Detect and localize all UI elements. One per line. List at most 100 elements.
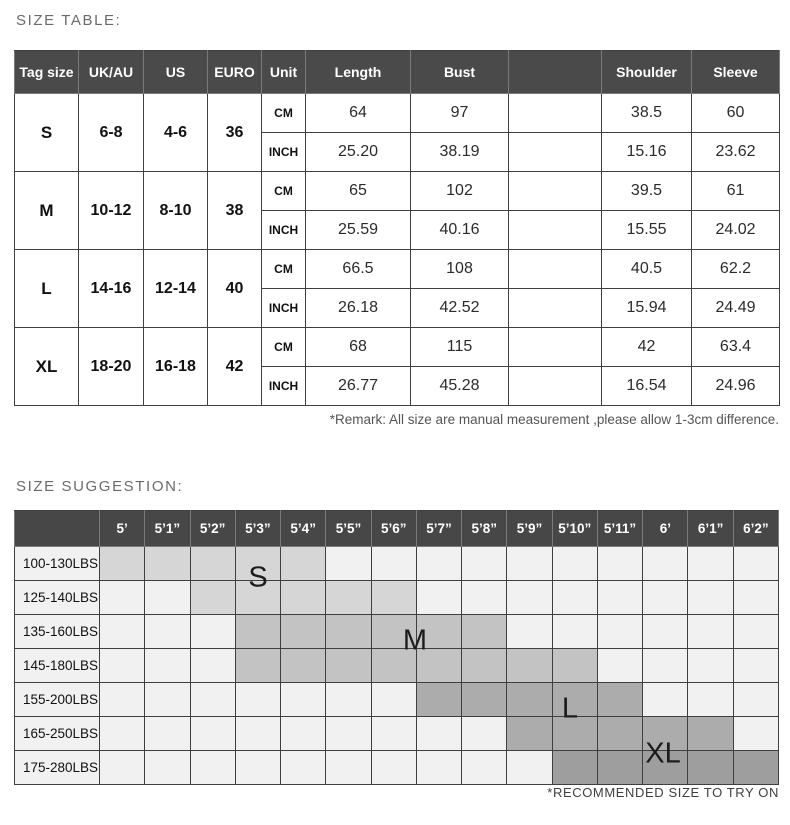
unit-cm-l: CM: [261, 249, 306, 289]
height-header-5-11: 5’11”: [596, 510, 644, 547]
cell-100-130lbs-6-1: [687, 546, 734, 581]
length-cm-s: 64: [305, 93, 411, 133]
cell-155-200lbs-5-3: [234, 682, 282, 717]
cell-100-130lbs-5-7: [415, 546, 463, 581]
weight-row-125-140lbs: 125-140LBS: [14, 580, 780, 615]
us-l: 12-14: [143, 249, 208, 328]
height-header-5-9: 5’9”: [506, 510, 553, 547]
suggestion-corner-cell: [14, 510, 100, 547]
bust-inch-m: 40.16: [410, 210, 509, 250]
length-cm-m: 65: [305, 171, 411, 211]
height-header-5: 5’: [98, 510, 146, 547]
size-row-m-cm: M 10-12 8-10 38 CM 65 102 39.5 61: [14, 171, 780, 250]
cell-125-140lbs-5: [98, 580, 146, 615]
bust-inch-l: 42.52: [410, 288, 509, 328]
cell-135-160lbs-5-3: [234, 614, 282, 649]
size-table-header-unit: Unit: [261, 50, 306, 94]
ukau-xl: 18-20: [78, 327, 144, 406]
size-row-s-inch: INCH 25.20 38.19 15.16 23.62: [15, 132, 780, 172]
shoulder-inch-m: 15.55: [601, 210, 692, 250]
cell-100-130lbs-6-2: [732, 546, 780, 581]
cell-175-280lbs-5-5: [325, 750, 372, 785]
size-table-header-shoulder: Shoulder: [601, 50, 692, 94]
sleeve-inch-m: 24.02: [691, 210, 780, 250]
cell-135-160lbs-5-7: [415, 614, 463, 649]
euro-l: 40: [207, 249, 262, 328]
weight-row-155-200lbs: 155-200LBS: [14, 682, 780, 717]
cell-100-130lbs-6: [642, 546, 689, 581]
cell-175-280lbs-6-2: [732, 750, 780, 785]
cell-145-180lbs-5: [98, 648, 146, 683]
size-suggestion-header-row: 5’ 5’1” 5’2” 5’3” 5’4” 5’5” 5’6” 5’7” 5’8” 5’9” 5’…: [14, 510, 780, 547]
sleeve-inch-l: 24.49: [691, 288, 780, 328]
weight-label-125-140lbs: 125-140LBS: [14, 580, 100, 615]
euro-xl: 42: [207, 327, 262, 406]
size-table: Tag size UK/AU US EURO Unit Length Bust Shoulde…: [14, 50, 780, 406]
extra-cm-m: [508, 171, 602, 211]
sleeve-cm-m: 61: [691, 171, 780, 211]
cell-145-180lbs-5-9: [506, 648, 553, 683]
ukau-m: 10-12: [78, 171, 144, 250]
size-table-header-row: Tag size UK/AU US EURO Unit Length Bust Shoulde…: [14, 50, 780, 94]
size-table-remark: *Remark: All size are manual measurement…: [329, 412, 779, 427]
cell-100-130lbs-5-9: [506, 546, 553, 581]
sleeve-cm-s: 60: [691, 93, 780, 133]
cell-135-160lbs-6-2: [732, 614, 780, 649]
unit-inch-xl: INCH: [261, 366, 306, 406]
cell-135-160lbs-5: [98, 614, 146, 649]
height-header-5-2: 5’2”: [189, 510, 236, 547]
cell-165-250lbs-5-3: [234, 716, 282, 751]
cell-125-140lbs-5-1: [144, 580, 191, 615]
cell-175-280lbs-6-1: [687, 750, 734, 785]
size-suggestion-grid: 5’ 5’1” 5’2” 5’3” 5’4” 5’5” 5’6” 5’7” 5’8” 5’9” 5’…: [14, 510, 780, 785]
cell-155-200lbs-5-9: [506, 682, 553, 717]
cell-165-250lbs-6-1: [687, 716, 734, 751]
euro-m: 38: [207, 171, 262, 250]
size-row-xl-cm: XL 18-20 16-18 42 CM 68 115 42 63.4: [14, 327, 780, 406]
ukau-s: 6-8: [78, 93, 144, 172]
cell-155-200lbs-5-5: [325, 682, 372, 717]
size-row-xl-inch: INCH 26.77 45.28 16.54 24.96: [15, 366, 780, 406]
weight-row-100-130lbs: 100-130LBS: [14, 546, 780, 581]
us-m: 8-10: [143, 171, 208, 250]
length-inch-l: 26.18: [305, 288, 411, 328]
cell-175-280lbs-5-1: [144, 750, 191, 785]
cell-100-130lbs-5-4: [280, 546, 327, 581]
cell-165-250lbs-5-7: [415, 716, 463, 751]
shoulder-cm-xl: 42: [601, 327, 692, 367]
weight-label-155-200lbs: 155-200LBS: [14, 682, 100, 717]
cell-145-180lbs-5-10: [551, 648, 598, 683]
length-inch-s: 25.20: [305, 132, 411, 172]
tag-size-m: M: [14, 171, 79, 250]
weight-row-145-180lbs: 145-180LBS: [14, 648, 780, 683]
cell-135-160lbs-5-5: [325, 614, 372, 649]
size-table-header-us: US: [143, 50, 208, 94]
extra-inch-xl: [508, 366, 602, 406]
size-row-m-inch: INCH 25.59 40.16 15.55 24.02: [15, 210, 780, 250]
cell-125-140lbs-5-10: [551, 580, 598, 615]
bust-cm-xl: 115: [410, 327, 509, 367]
bust-inch-xl: 45.28: [410, 366, 509, 406]
cell-125-140lbs-5-4: [280, 580, 327, 615]
shoulder-cm-l: 40.5: [601, 249, 692, 289]
cell-175-280lbs-5-2: [189, 750, 236, 785]
length-cm-xl: 68: [305, 327, 411, 367]
cell-135-160lbs-5-2: [189, 614, 236, 649]
tag-size-s: S: [14, 93, 79, 172]
cell-145-180lbs-5-3: [234, 648, 282, 683]
weight-label-175-280lbs: 175-280LBS: [14, 750, 100, 785]
cell-155-200lbs-5-4: [280, 682, 327, 717]
tag-size-l: L: [14, 249, 79, 328]
cell-125-140lbs-5-9: [506, 580, 553, 615]
cell-145-180lbs-5-11: [596, 648, 644, 683]
weight-row-165-250lbs: 165-250LBS: [14, 716, 780, 751]
cell-165-250lbs-5-5: [325, 716, 372, 751]
cell-145-180lbs-5-1: [144, 648, 191, 683]
cell-165-250lbs-6-2: [732, 716, 780, 751]
sleeve-inch-s: 23.62: [691, 132, 780, 172]
cell-145-180lbs-5-2: [189, 648, 236, 683]
height-header-5-3: 5’3”: [234, 510, 282, 547]
cell-155-200lbs-6-2: [732, 682, 780, 717]
cell-165-250lbs-5-2: [189, 716, 236, 751]
cell-125-140lbs-5-5: [325, 580, 372, 615]
